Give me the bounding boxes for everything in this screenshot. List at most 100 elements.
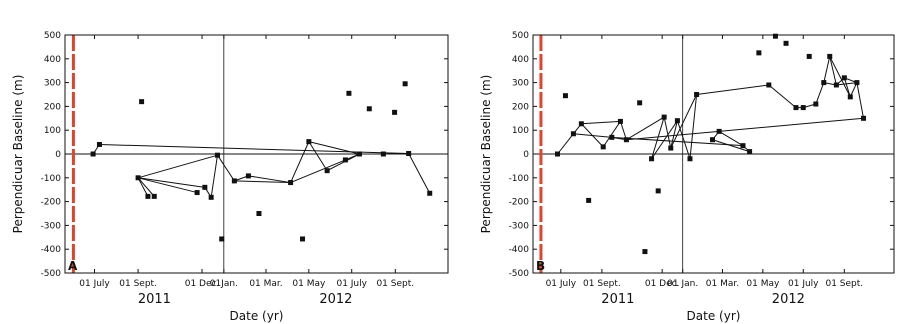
acquisition-point <box>716 128 722 134</box>
acquisition-point <box>427 190 433 196</box>
baseline-edge <box>602 121 621 148</box>
acquisition-point <box>637 100 643 106</box>
acquisition-point <box>300 236 306 242</box>
y-tick-label: 500 <box>44 31 61 41</box>
baseline-edge <box>290 141 310 183</box>
y-tick-label: 300 <box>44 79 61 89</box>
x-tick-label: 01 July <box>79 279 110 289</box>
acquisition-point <box>90 151 96 157</box>
acquisition-point <box>570 131 576 137</box>
baseline-edge <box>137 177 149 197</box>
acquisition-point <box>649 156 655 162</box>
baseline-edge <box>557 133 574 155</box>
acquisition-point <box>756 50 762 56</box>
baseline-edge <box>210 155 218 198</box>
x-tick-label: 01Jan. <box>210 279 238 289</box>
acquisition-point <box>406 151 412 157</box>
x-tick-label: 01 Mar. <box>249 279 282 289</box>
baseline-edge <box>626 116 665 141</box>
year-label: 2011 <box>601 292 634 307</box>
x-axis-title: Date (yr) <box>230 309 284 323</box>
baseline-edge <box>248 175 291 184</box>
acquisition-point <box>687 156 693 162</box>
acquisition-point <box>342 157 348 163</box>
acquisition-point <box>740 143 746 149</box>
acquisition-point <box>766 82 772 88</box>
baseline-edge <box>718 130 744 147</box>
y-tick-label: 100 <box>512 126 529 136</box>
y-tick-label: -200 <box>509 198 530 208</box>
year-label: 2012 <box>772 292 805 307</box>
acquisition-point <box>139 99 145 105</box>
y-tick-label: 400 <box>512 55 529 65</box>
x-tick-label: 01 Mar. <box>706 279 739 289</box>
acquisition-point <box>617 118 623 124</box>
acquisition-point <box>392 109 398 115</box>
acquisition-point <box>655 188 661 194</box>
acquisition-point <box>642 249 648 255</box>
acquisition-point <box>135 175 141 181</box>
acquisition-point <box>806 53 812 59</box>
baseline-edge <box>619 121 627 140</box>
x-tick-label: 01 Jan. <box>667 279 698 289</box>
acquisition-point <box>821 80 827 86</box>
acquisition-point <box>324 168 330 174</box>
baseline-edge <box>99 143 409 155</box>
acquisition-point <box>245 173 251 179</box>
acquisition-point <box>668 145 674 151</box>
y-tick-label: -200 <box>41 198 62 208</box>
acquisition-point <box>661 114 667 120</box>
x-tick-label: 01 Dec. <box>645 279 680 289</box>
acquisition-point <box>356 151 362 157</box>
baseline-edge <box>829 56 837 86</box>
year-label: 2012 <box>319 292 352 307</box>
x-tick-label: 01 May <box>292 279 326 289</box>
y-tick-label: -400 <box>509 245 530 255</box>
acquisition-point <box>380 151 386 157</box>
baseline-edge <box>611 136 744 147</box>
acquisition-point <box>783 40 789 46</box>
acquisition-point <box>346 90 352 96</box>
y-tick-label: -300 <box>41 221 62 231</box>
baseline-edge <box>768 84 797 108</box>
x-axis-title: Date (yr) <box>687 309 741 323</box>
panel-b: -500 -400 -300 -200 -100 0 100 200 300 400 500 01 J… <box>479 31 895 323</box>
y-tick-label: 200 <box>512 102 529 112</box>
y-tick-label: -100 <box>509 174 530 184</box>
x-tick-label: 01 Dec. <box>185 279 220 289</box>
y-axis-title: Perpendicuar Baseline (m) <box>479 75 493 234</box>
baseline-edge <box>712 139 750 153</box>
acquisition-point <box>833 82 839 88</box>
x-tick-label: 01 Sept. <box>583 279 621 289</box>
x-tick-label: 01 Sept. <box>376 279 414 289</box>
y-tick-label: -400 <box>41 245 62 255</box>
acquisition-point <box>578 121 584 127</box>
acquisition-point <box>793 105 799 111</box>
acquisition-point <box>96 141 102 147</box>
acquisition-point <box>854 80 860 86</box>
baseline-edge <box>217 154 235 182</box>
baseline-edge <box>651 120 678 160</box>
x-tick-label: 01 Sept. <box>825 279 863 289</box>
y-tick-label: 200 <box>44 102 61 112</box>
y-tick-label: 100 <box>44 126 61 136</box>
baseline-edge <box>663 117 672 149</box>
acquisition-point <box>219 236 225 242</box>
acquisition-point <box>366 106 372 112</box>
acquisition-point <box>256 211 262 216</box>
baseline-edge <box>689 94 698 159</box>
acquisition-point <box>772 33 778 39</box>
baseline-edge <box>408 153 431 194</box>
y-tick-label: -300 <box>509 221 530 231</box>
baseline-edge <box>290 159 346 184</box>
baseline-edge <box>626 117 864 141</box>
y-axis-title: Perpendicuar Baseline (m) <box>11 75 25 234</box>
acquisition-point <box>214 152 220 158</box>
acquisition-point <box>674 118 680 124</box>
acquisition-point <box>600 144 606 150</box>
baseline-edge <box>308 141 360 155</box>
baseline-edge <box>843 77 851 98</box>
acquisition-point <box>145 193 151 199</box>
baseline-edge <box>308 141 328 171</box>
y-tick-label: 500 <box>512 31 529 41</box>
